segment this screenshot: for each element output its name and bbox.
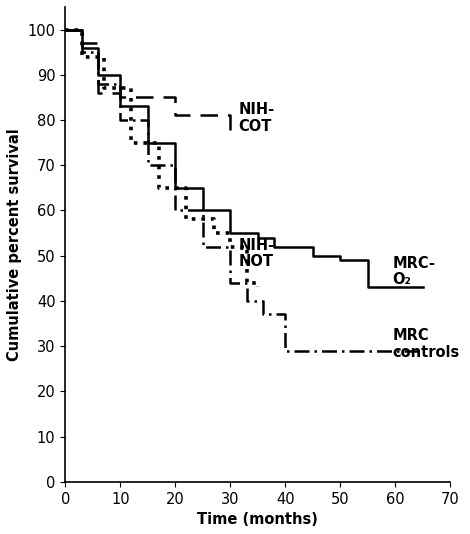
Y-axis label: Cumulative percent survival: Cumulative percent survival (7, 128, 22, 361)
Text: NIH-
COT: NIH- COT (239, 102, 274, 134)
Text: MRC-
O₂: MRC- O₂ (392, 256, 436, 287)
Text: MRC
controls: MRC controls (392, 328, 460, 360)
X-axis label: Time (months): Time (months) (197, 512, 318, 527)
Text: NIH-
NOT: NIH- NOT (239, 238, 274, 269)
